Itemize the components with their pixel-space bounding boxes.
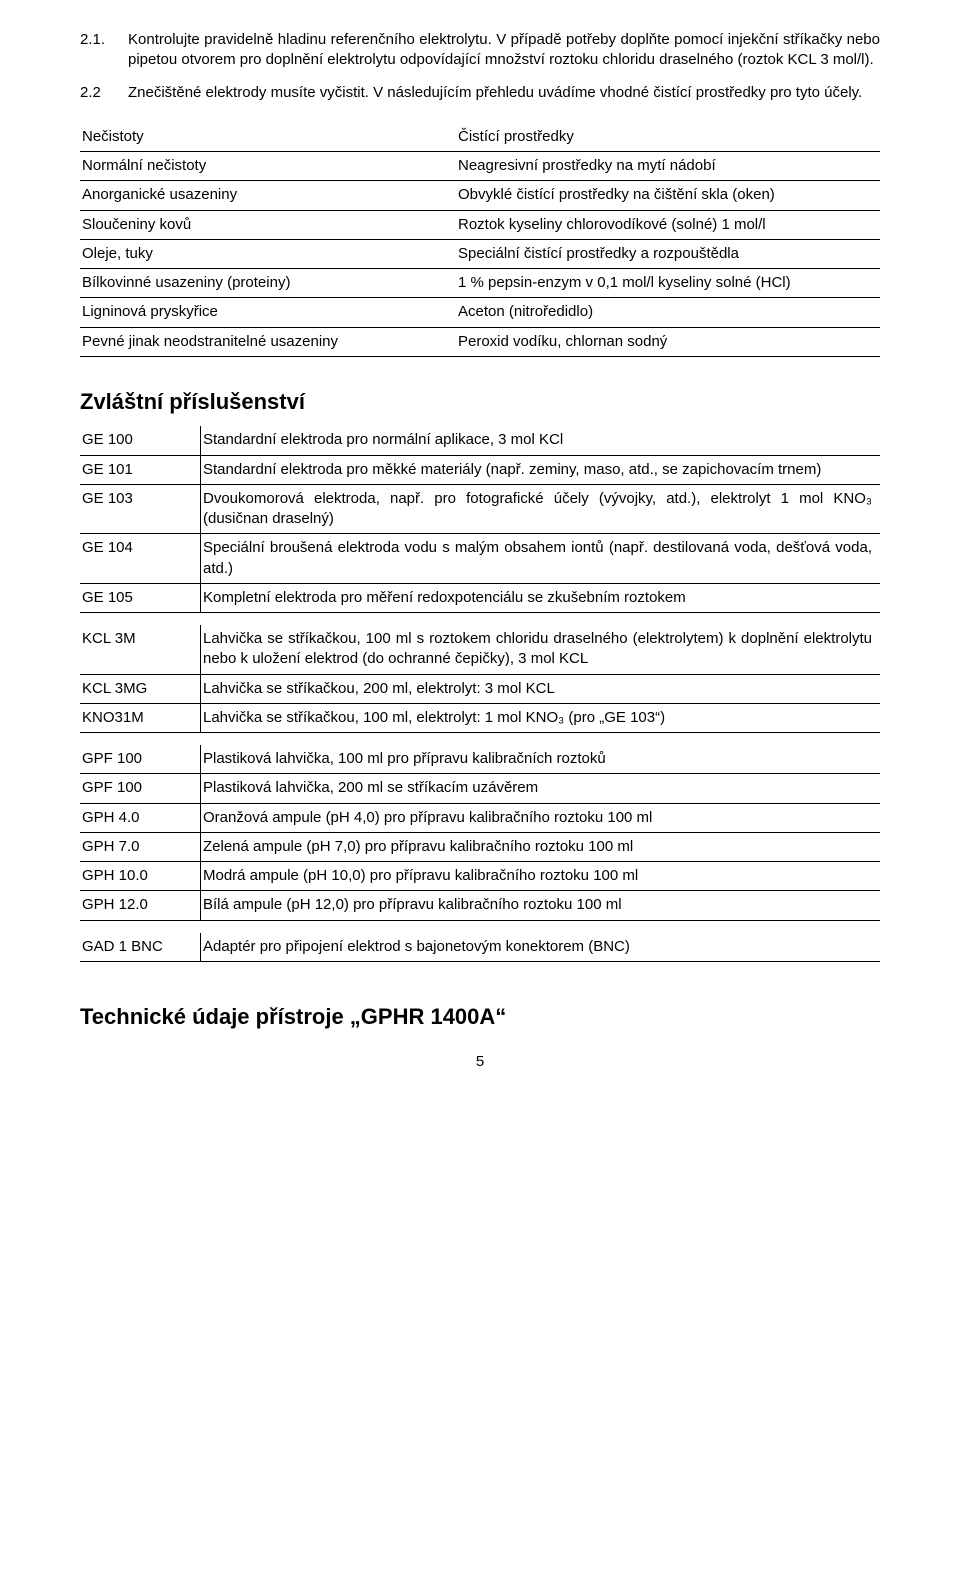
acc-desc: Dvoukomorová elektroda, např. pro fotogr… — [201, 484, 881, 534]
paragraph-number: 2.2 — [80, 83, 128, 103]
cleaning-cell-right: Aceton (nitroředidlo) — [456, 298, 880, 327]
table-row: KNO31M Lahvička se stříkačkou, 100 ml, e… — [80, 703, 880, 732]
accessories-heading: Zvláštní příslušenství — [80, 387, 880, 417]
acc-desc: Lahvička se stříkačkou, 100 ml s roztoke… — [201, 625, 881, 674]
acc-code: GPF 100 — [80, 774, 201, 803]
acc-desc: Plastiková lahvička, 100 ml pro přípravu… — [201, 745, 881, 774]
table-row: GPF 100 Plastiková lahvička, 200 ml se s… — [80, 774, 880, 803]
acc-code: GPH 12.0 — [80, 891, 201, 920]
acc-desc: Bílá ampule (pH 12,0) pro přípravu kalib… — [201, 891, 881, 920]
cleaning-cell-left: Anorganické usazeniny — [80, 181, 456, 210]
table-row: Bílkovinné usazeniny (proteiny) 1 % peps… — [80, 269, 880, 298]
acc-code: GPH 7.0 — [80, 832, 201, 861]
cleaning-cell-left: Bílkovinné usazeniny (proteiny) — [80, 269, 456, 298]
paragraph-text: Kontrolujte pravidelně hladinu referenčn… — [128, 30, 880, 71]
table-row: Anorganické usazeniny Obvyklé čistící pr… — [80, 181, 880, 210]
table-row: GE 101 Standardní elektroda pro měkké ma… — [80, 455, 880, 484]
cleaning-cell-right: Obvyklé čistící prostředky na čištění sk… — [456, 181, 880, 210]
table-row: GPH 7.0 Zelená ampule (pH 7,0) pro přípr… — [80, 832, 880, 861]
cleaning-cell-left: Ligninová pryskyřice — [80, 298, 456, 327]
acc-desc: Kompletní elektroda pro měření redoxpote… — [201, 583, 881, 612]
numbered-paragraph: 2.2 Znečištěné elektrody musíte vyčistit… — [80, 83, 880, 103]
cleaning-cell-right: Peroxid vodíku, chlornan sodný — [456, 327, 880, 356]
table-row: KCL 3MG Lahvička se stříkačkou, 200 ml, … — [80, 674, 880, 703]
acc-code: KCL 3M — [80, 625, 201, 674]
cleaning-cell-right: Roztok kyseliny chlorovodíkové (solné) 1… — [456, 210, 880, 239]
acc-desc: Standardní elektroda pro měkké materiály… — [201, 455, 881, 484]
acc-desc: Oranžová ampule (pH 4,0) pro přípravu ka… — [201, 803, 881, 832]
cleaning-cell-left: Oleje, tuky — [80, 239, 456, 268]
paragraph-text: Znečištěné elektrody musíte vyčistit. V … — [128, 83, 880, 103]
acc-code: GE 105 — [80, 583, 201, 612]
page-number: 5 — [80, 1052, 880, 1072]
acc-desc: Lahvička se stříkačkou, 100 ml, elektrol… — [201, 703, 881, 732]
acc-desc: Plastiková lahvička, 200 ml se stříkacím… — [201, 774, 881, 803]
cleaning-cell-right: Neagresivní prostředky na mytí nádobí — [456, 152, 880, 181]
table-row: GE 103 Dvoukomorová elektroda, např. pro… — [80, 484, 880, 534]
accessories-table-1: GE 100 Standardní elektroda pro normální… — [80, 426, 880, 613]
acc-desc: Speciální broušená elektroda vodu s malý… — [201, 534, 881, 584]
acc-desc: Lahvička se stříkačkou, 200 ml, elektrol… — [201, 674, 881, 703]
table-row: GE 100 Standardní elektroda pro normální… — [80, 426, 880, 455]
table-row: Pevné jinak neodstranitelné usazeniny Pe… — [80, 327, 880, 356]
cleaning-cell-right: 1 % pepsin-enzym v 0,1 mol/l kyseliny so… — [456, 269, 880, 298]
table-row: Nečistoty Čistící prostředky — [80, 123, 880, 152]
table-row: GE 105 Kompletní elektroda pro měření re… — [80, 583, 880, 612]
cleaning-header-left: Nečistoty — [80, 123, 456, 152]
acc-code: GE 101 — [80, 455, 201, 484]
paragraph-number: 2.1. — [80, 30, 128, 71]
acc-code: GE 103 — [80, 484, 201, 534]
table-row: GPF 100 Plastiková lahvička, 100 ml pro … — [80, 745, 880, 774]
accessories-table-4: GAD 1 BNC Adaptér pro připojení elektrod… — [80, 933, 880, 962]
tech-heading: Technické údaje přístroje „GPHR 1400A“ — [80, 1002, 880, 1032]
acc-desc: Standardní elektroda pro normální aplika… — [201, 426, 881, 455]
acc-code: KNO31M — [80, 703, 201, 732]
table-row: KCL 3M Lahvička se stříkačkou, 100 ml s … — [80, 625, 880, 674]
numbered-paragraph: 2.1. Kontrolujte pravidelně hladinu refe… — [80, 30, 880, 71]
acc-desc: Zelená ampule (pH 7,0) pro přípravu kali… — [201, 832, 881, 861]
cleaning-table: Nečistoty Čistící prostředky Normální ne… — [80, 123, 880, 357]
table-row: GPH 10.0 Modrá ampule (pH 10,0) pro příp… — [80, 862, 880, 891]
acc-code: GAD 1 BNC — [80, 933, 201, 962]
table-row: Ligninová pryskyřice Aceton (nitroředidl… — [80, 298, 880, 327]
cleaning-cell-left: Normální nečistoty — [80, 152, 456, 181]
acc-code: GPH 4.0 — [80, 803, 201, 832]
accessories-table-3: GPF 100 Plastiková lahvička, 100 ml pro … — [80, 745, 880, 921]
acc-code: GPH 10.0 — [80, 862, 201, 891]
table-row: GPH 12.0 Bílá ampule (pH 12,0) pro přípr… — [80, 891, 880, 920]
cleaning-cell-left: Sloučeniny kovů — [80, 210, 456, 239]
acc-code: KCL 3MG — [80, 674, 201, 703]
acc-code: GE 104 — [80, 534, 201, 584]
table-row: Normální nečistoty Neagresivní prostředk… — [80, 152, 880, 181]
table-row: Sloučeniny kovů Roztok kyseliny chlorovo… — [80, 210, 880, 239]
document-page: 2.1. Kontrolujte pravidelně hladinu refe… — [0, 0, 960, 1572]
table-row: GAD 1 BNC Adaptér pro připojení elektrod… — [80, 933, 880, 962]
table-row: GE 104 Speciální broušená elektroda vodu… — [80, 534, 880, 584]
acc-code: GPF 100 — [80, 745, 201, 774]
cleaning-cell-right: Speciální čistící prostředky a rozpouště… — [456, 239, 880, 268]
accessories-table-2: KCL 3M Lahvička se stříkačkou, 100 ml s … — [80, 625, 880, 733]
cleaning-header-right: Čistící prostředky — [456, 123, 880, 152]
acc-code: GE 100 — [80, 426, 201, 455]
acc-desc: Modrá ampule (pH 10,0) pro přípravu kali… — [201, 862, 881, 891]
cleaning-cell-left: Pevné jinak neodstranitelné usazeniny — [80, 327, 456, 356]
acc-desc: Adaptér pro připojení elektrod s bajonet… — [201, 933, 881, 962]
table-row: GPH 4.0 Oranžová ampule (pH 4,0) pro pří… — [80, 803, 880, 832]
table-row: Oleje, tuky Speciální čistící prostředky… — [80, 239, 880, 268]
